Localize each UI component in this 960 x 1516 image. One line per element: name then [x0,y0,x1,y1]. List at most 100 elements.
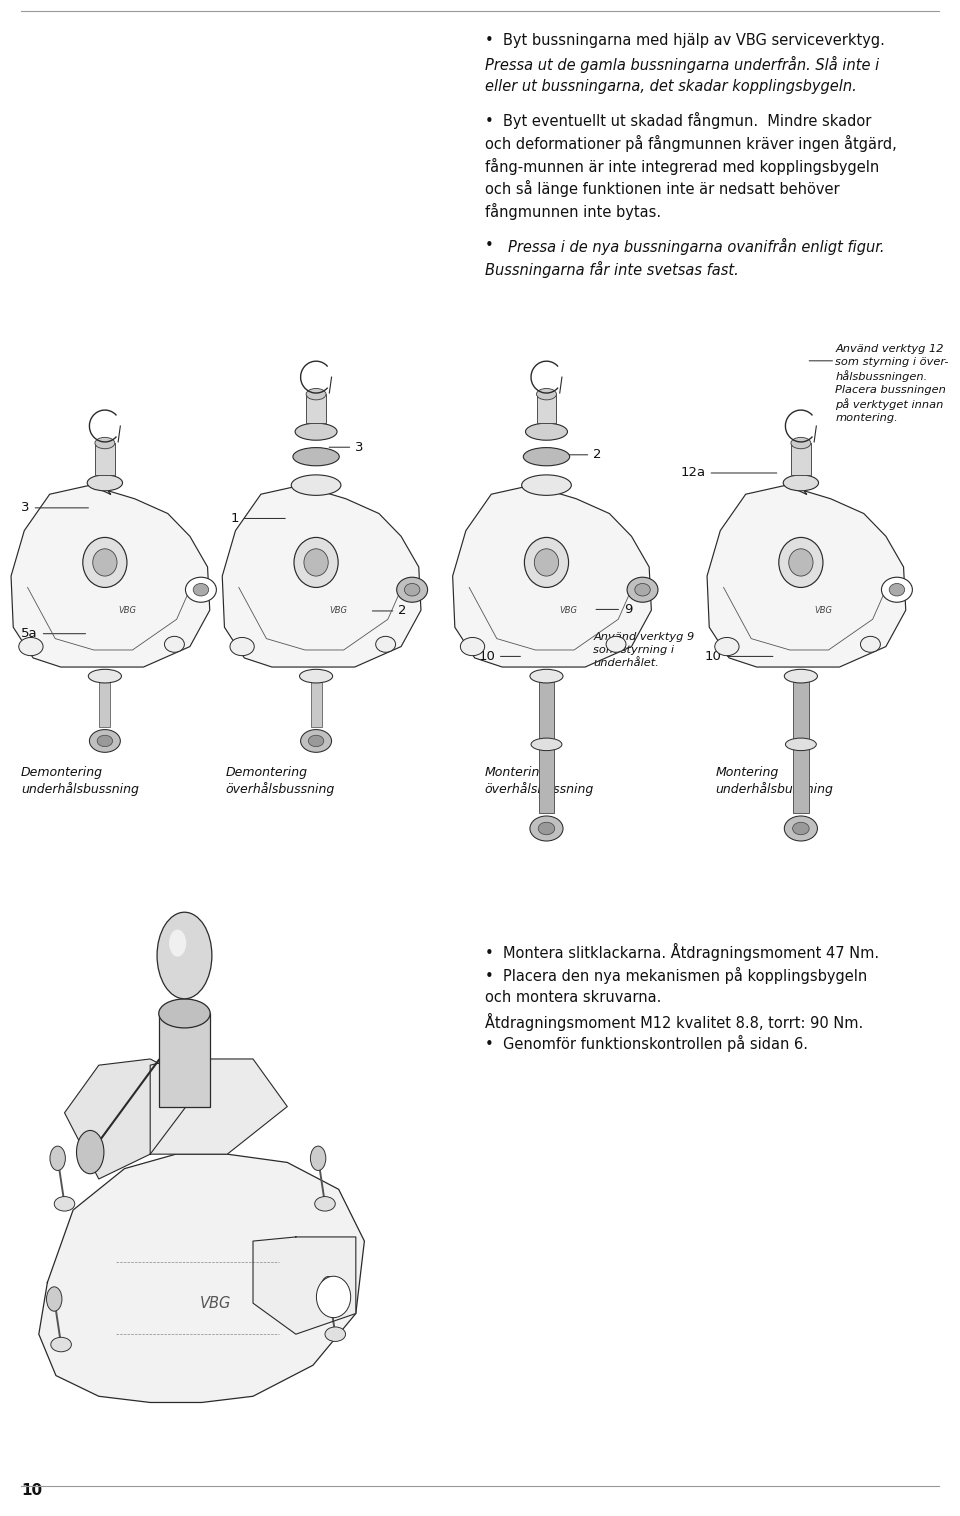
Ellipse shape [375,637,396,652]
Ellipse shape [784,669,817,682]
Text: 2: 2 [560,449,602,461]
Ellipse shape [783,475,819,491]
Ellipse shape [164,637,184,652]
Polygon shape [223,485,420,667]
Circle shape [50,1146,65,1170]
Ellipse shape [306,388,326,400]
Text: fångmunnen inte bytas.: fångmunnen inte bytas. [485,203,660,220]
Ellipse shape [95,437,115,449]
Ellipse shape [185,578,216,602]
Ellipse shape [779,538,823,588]
Ellipse shape [293,447,339,465]
Ellipse shape [539,822,555,835]
Ellipse shape [193,584,208,596]
Bar [306,394,326,423]
Text: och montera skruvarna.: och montera skruvarna. [485,990,661,1005]
Text: och så länge funktionen inte är nedsatt behöver: och så länge funktionen inte är nedsatt … [485,180,839,197]
Bar [158,1014,210,1107]
Circle shape [46,1287,62,1311]
Text: Demontering
underhålsbussning: Demontering underhålsbussning [21,766,139,796]
Text: och deformationer på fångmunnen kräver ingen åtgärd,: och deformationer på fångmunnen kräver i… [485,135,897,152]
Ellipse shape [158,999,210,1028]
Text: •  Montera slitklackarna. Åtdragningsmoment 47 Nm.: • Montera slitklackarna. Åtdragningsmome… [485,943,879,961]
Ellipse shape [295,423,337,440]
Ellipse shape [784,816,817,841]
Polygon shape [64,1060,202,1179]
Text: Demontering
överhålsbussning: Demontering överhålsbussning [226,766,335,796]
Ellipse shape [530,816,563,841]
Ellipse shape [396,578,427,602]
Ellipse shape [635,584,650,596]
Circle shape [169,929,186,957]
Ellipse shape [404,584,420,596]
Ellipse shape [300,729,331,752]
Ellipse shape [88,669,121,682]
Ellipse shape [789,549,813,576]
Ellipse shape [525,423,567,440]
Text: 5a: 5a [21,628,85,640]
Polygon shape [11,485,210,667]
Text: Använd verktyg 9
som styrning i
underhålet.: Använd verktyg 9 som styrning i underhål… [593,632,694,667]
Text: •  Placera den nya mekanismen på kopplingsbygeln: • Placera den nya mekanismen på koppling… [485,967,867,984]
Circle shape [321,1276,336,1301]
Bar [791,443,811,475]
Text: 3: 3 [329,441,364,453]
Ellipse shape [793,822,809,835]
Bar [95,443,115,475]
Text: VBG: VBG [560,606,578,614]
Ellipse shape [89,729,120,752]
Ellipse shape [230,637,254,655]
Ellipse shape [19,637,43,655]
Ellipse shape [304,549,328,576]
Bar [793,676,808,813]
Text: fång-munnen är inte integrerad med kopplingsbygeln: fång-munnen är inte integrerad med koppl… [485,158,879,174]
Ellipse shape [461,637,485,655]
Ellipse shape [54,1196,75,1211]
Polygon shape [452,485,651,667]
Ellipse shape [627,578,658,602]
Bar [311,676,322,728]
Ellipse shape [325,1326,346,1342]
Text: Använd verktyg 12
som styrning i över-
hålsbussningen.
Placera bussningen
på ver: Använd verktyg 12 som styrning i över- h… [835,344,948,423]
Ellipse shape [87,475,123,491]
Ellipse shape [291,475,341,496]
Ellipse shape [530,669,563,682]
Ellipse shape [524,538,568,588]
Text: 2: 2 [372,605,407,617]
Text: 10: 10 [705,650,773,662]
Text: VBG: VBG [200,1296,231,1311]
Bar [537,394,557,423]
Circle shape [77,1131,104,1173]
Text: VBG: VBG [118,606,136,614]
Polygon shape [150,1060,287,1154]
Ellipse shape [51,1337,71,1352]
Ellipse shape [860,637,880,652]
Text: eller ut bussningarna, det skadar kopplingsbygeln.: eller ut bussningarna, det skadar koppli… [485,79,856,94]
Text: •  Byt eventuellt ut skadad fångmun.  Mindre skador: • Byt eventuellt ut skadad fångmun. Mind… [485,112,871,129]
Text: 10: 10 [478,650,520,662]
Ellipse shape [535,549,559,576]
Text: VBG: VBG [814,606,832,614]
Circle shape [310,1146,325,1170]
Ellipse shape [317,1276,350,1317]
Ellipse shape [881,578,912,602]
Ellipse shape [606,637,626,652]
Ellipse shape [294,538,338,588]
Ellipse shape [537,388,557,400]
Ellipse shape [83,538,127,588]
Ellipse shape [97,735,112,746]
Text: Åtdragningsmoment M12 kvalitet 8.8, torrt: 90 Nm.: Åtdragningsmoment M12 kvalitet 8.8, torr… [485,1013,863,1031]
Ellipse shape [715,637,739,655]
Ellipse shape [791,437,811,449]
Ellipse shape [889,584,904,596]
Polygon shape [707,485,906,667]
Text: 9: 9 [596,603,633,615]
Text: Montering
underhålsbussning: Montering underhålsbussning [715,766,833,796]
Text: Montering
överhålsbussning: Montering överhålsbussning [485,766,594,796]
Text: 12a: 12a [681,467,777,479]
Bar [539,676,554,813]
Polygon shape [253,1237,356,1334]
Text: Bussningarna får inte svetsas fast.: Bussningarna får inte svetsas fast. [485,261,738,277]
Text: Pressa i de nya bussningarna ovanifrån enligt figur.: Pressa i de nya bussningarna ovanifrån e… [508,238,884,255]
Text: 10: 10 [21,1483,42,1498]
